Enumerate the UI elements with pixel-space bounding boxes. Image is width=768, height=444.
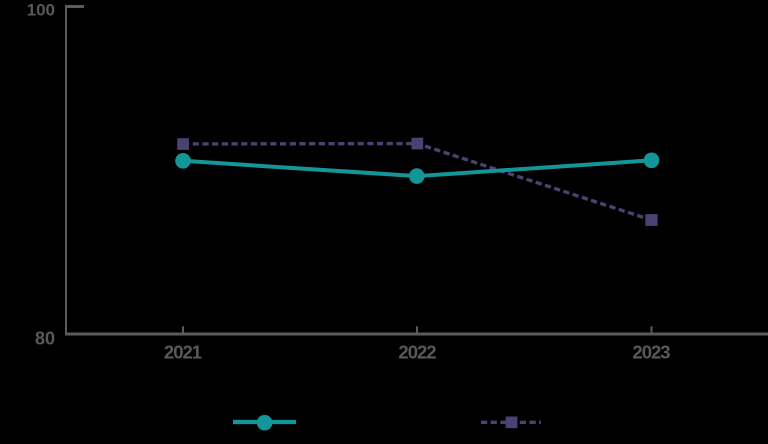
- svg-text:2023: 2023: [632, 342, 670, 363]
- svg-text:100: 100: [27, 1, 55, 20]
- svg-text:2022: 2022: [398, 342, 436, 363]
- svg-text:2021: 2021: [164, 342, 202, 363]
- svg-text:80: 80: [35, 329, 55, 349]
